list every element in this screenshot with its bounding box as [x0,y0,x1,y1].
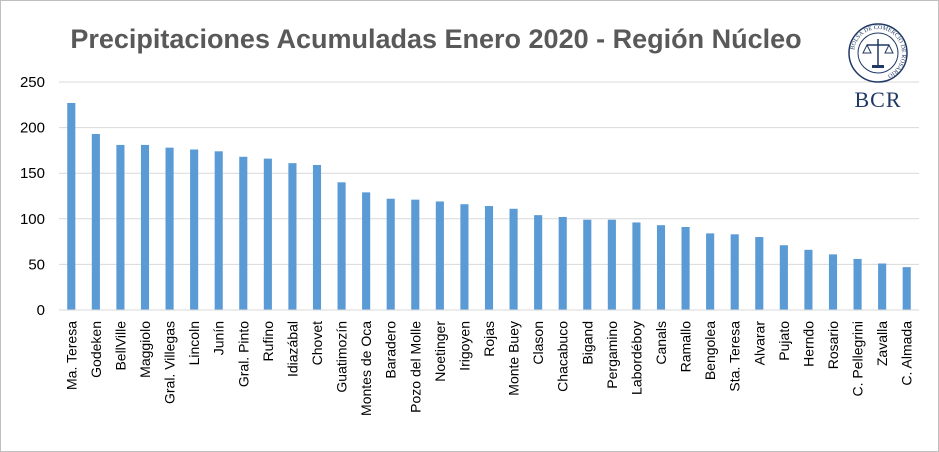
x-tick-label: Godeken [88,321,104,378]
x-tick-label: Rosario [825,321,841,369]
y-tick-label: 50 [28,256,45,273]
x-tick-label: Sta. Teresa [727,321,743,392]
gridlines [59,81,919,265]
bar [263,158,272,310]
x-tick-label: Noetinger [432,321,448,382]
bar [779,245,788,310]
bar [337,182,346,310]
x-tick-label: Montes de Oca [358,321,374,416]
bar [312,164,322,310]
x-tick-label: C. Pellegrini [850,321,866,396]
bar [558,216,567,310]
bar [165,147,174,310]
x-tick-label: Chovet [309,321,325,365]
bar [116,144,125,310]
x-tick-label: Alvarar [751,321,767,366]
y-axis-ticks: 0 50 100 150 200 250 [20,74,45,319]
bar [730,234,739,310]
x-tick-label: Irigoyen [456,321,472,371]
bar [607,219,616,310]
x-tick-label: Rufino [260,321,276,362]
bar [878,263,887,310]
bar [706,233,715,310]
bar [583,219,592,310]
x-tick-label: Guatimozín [334,321,350,393]
x-tick-label: Lincoln [186,321,202,365]
y-tick-label: 0 [37,302,45,319]
bar [902,267,911,310]
bar [632,222,641,310]
y-tick-label: 200 [20,120,45,137]
x-tick-label: Clason [530,321,546,365]
x-tick-label: Labordéboy [628,321,644,395]
bar [509,208,518,310]
bar [755,237,764,310]
bar [91,133,100,310]
x-tick-label: Chacabuco [555,321,571,392]
bar [288,163,297,310]
x-tick-label: Gral. Pinto [235,321,251,387]
x-tick-label: Junín [211,321,227,355]
bar [804,249,813,310]
bar [656,225,666,310]
bar [534,215,543,310]
bar [386,198,395,310]
x-tick-label: Zavalla [874,321,890,366]
bars [67,102,911,310]
bar [484,206,494,310]
bar [681,227,690,310]
bar [190,149,199,310]
bcr-seal-icon: BOLSA DE COMERCIO DE ROSARIO [848,23,908,83]
bar [460,204,469,310]
x-tick-label: Pergamino [604,321,620,389]
bar [411,199,420,310]
x-tick-label: Rojas [481,321,497,357]
x-tick-label: BellVille [112,321,128,371]
x-tick-label: Pozo del Molle [407,321,423,413]
x-tick-label: Baradero [383,321,399,379]
x-tick-label: Canals [653,321,669,365]
x-tick-label: Ramallo [678,321,694,373]
bar [67,102,76,310]
bcr-logo-text: BCR [854,87,901,112]
x-tick-label: C. Almada [899,321,915,386]
bar [239,156,248,310]
y-tick-label: 150 [20,165,45,182]
bar [435,201,444,310]
y-tick-label: 100 [20,211,45,228]
x-tick-label: Ma. Teresa [63,321,79,390]
x-tick-label: Bigand [579,321,595,365]
x-tick-label: Monte Buey [506,321,522,396]
bar [362,192,371,310]
x-tick-label: Gral. Villegas [162,321,178,404]
x-tick-label: Bengolea [702,321,718,380]
chart-title: Precipitaciones Acumuladas Enero 2020 - … [70,24,801,54]
bar [140,144,150,310]
bcr-logo: BOLSA DE COMERCIO DE ROSARIO BCR [848,23,908,112]
x-tick-label: Pujato [776,321,792,361]
x-tick-label: Hernd́o [800,321,816,367]
x-tick-label: Idiazábal [284,321,300,377]
bar [214,151,223,310]
y-tick-label: 250 [20,74,45,91]
bar [853,258,862,310]
x-axis-labels: Ma. Teresa Godeken BellVille Maggiolo Gral. … [63,321,914,416]
bar [828,254,838,310]
x-tick-label: Maggiolo [137,321,153,378]
